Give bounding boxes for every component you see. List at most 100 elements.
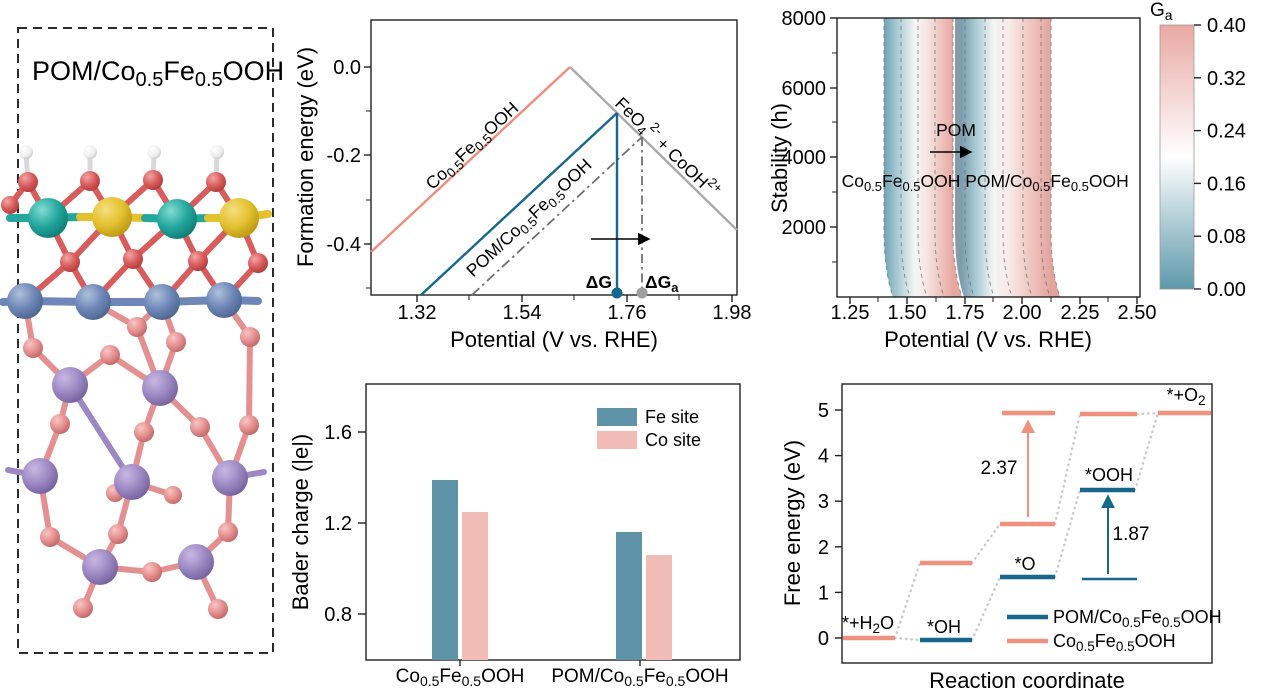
bar-fe-cofeooh <box>432 480 458 660</box>
panel-free-energy: 5 4 3 2 1 0 Reaction coordinate Free ene… <box>780 383 1222 693</box>
colorbar-tick-label: 0.32 <box>1207 68 1246 90</box>
x-axis-title: Potential (V vs. RHE) <box>450 327 658 352</box>
x-tick-label: 1.32 <box>398 302 437 324</box>
colorbar-gradient <box>1159 24 1195 290</box>
y-axis-title: Bader charge (|e|) <box>288 434 313 611</box>
delta-ga-marker <box>636 287 648 299</box>
colorbar: Ga 0.40 0.32 0.24 0.16 0.08 0.00 <box>1150 0 1246 301</box>
y-tick-label: 0.8 <box>324 604 352 626</box>
free-energy-legend: POM/Co0.5Fe0.5OOH Co0.5Fe0.5OOH <box>1007 607 1222 654</box>
y-tick-label: 4000 <box>782 147 827 169</box>
cobalt-atoms <box>28 198 197 239</box>
pom-oxygen-bonds <box>22 297 253 612</box>
y-tick-label: 8000 <box>782 8 827 30</box>
intermediate-label-h2o: *+H2O <box>842 613 894 636</box>
intermediate-label-o: *O <box>1014 554 1035 574</box>
activated-dashdot-line <box>471 136 643 296</box>
y-tick-label: 1.6 <box>324 422 352 444</box>
molecule-atoms <box>1 145 268 619</box>
colorbar-tick-label: 0.16 <box>1207 173 1246 195</box>
x-tick-label: 1.98 <box>713 302 752 324</box>
y-tick-label: 2 <box>818 537 829 559</box>
band-label-pom-cofeooh: POM/Co0.5Fe0.5OOH <box>965 171 1129 194</box>
category-label-cofeooh: Co0.5Fe0.5OOH <box>396 666 525 689</box>
molecule-title: POM/Co0.5Fe0.5OOH <box>32 56 284 91</box>
panel-bader-charge: 1.6 1.2 0.8 Bader charge (|e|) Fe site C… <box>288 383 741 689</box>
panel-formation-energy: 1.32 1.54 1.76 1.98 0.0 -0.2 -0.4 Potent… <box>293 19 752 352</box>
x-tick-label: 2.25 <box>1061 302 1100 324</box>
x-axis-ticks <box>849 297 1138 304</box>
contour-dashed-lines <box>883 18 1061 298</box>
x-tick-label: 2.00 <box>1003 302 1042 324</box>
colorbar-ticks <box>1194 24 1201 290</box>
y-tick-label: 1 <box>818 582 829 604</box>
y-tick-label: -0.4 <box>327 234 361 256</box>
x-tick-label: 1.25 <box>831 302 870 324</box>
intermediate-label-o2: *+O2 <box>1166 385 1205 408</box>
cofeooh-line-label: Co0.5Fe0.5OOH <box>422 98 525 196</box>
dissolution-line <box>569 66 738 231</box>
y-axis-title: Formation energy (eV) <box>293 47 318 267</box>
y-axis-ticks <box>358 431 366 615</box>
x-tick-label: 1.54 <box>503 302 542 324</box>
y-axis-ticks <box>835 409 842 639</box>
bar-legend: Fe site Co site <box>597 407 701 450</box>
delta-g-marker <box>611 287 623 299</box>
colorbar-tick-label: 0.24 <box>1207 121 1246 143</box>
panel-stability-contour: 1.25 1.50 1.75 2.00 2.25 2.50 2000 4000 … <box>767 0 1246 352</box>
legend-label-pom-cofeooh: POM/Co0.5Fe0.5OOH <box>1053 607 1222 630</box>
oxygen-atoms <box>1 170 268 273</box>
contour-band-cofeooh <box>884 18 962 297</box>
legend-label-fe-site: Fe site <box>645 407 699 427</box>
cofeooh-line <box>370 66 571 253</box>
x-tick-label: 1.75 <box>946 302 985 324</box>
legend-swatch-fe-site <box>597 408 637 426</box>
y-tick-label: 0.0 <box>333 57 361 79</box>
pom-annotation: POM <box>936 120 976 140</box>
plot-frame <box>370 19 738 296</box>
contour-band-pom-cofeooh <box>955 18 1060 297</box>
y-tick-label: -0.2 <box>327 145 361 167</box>
y-tick-label: 1.2 <box>324 513 352 535</box>
category-label-pom-cofeooh: POM/Co0.5Fe0.5OOH <box>551 666 728 689</box>
molecule-dashed-box <box>17 27 274 654</box>
iron-atoms <box>92 197 259 238</box>
pom-cofeooh-energy-steps <box>920 487 1137 643</box>
y-axis-ticks <box>830 17 837 263</box>
step-connectors <box>893 411 1160 642</box>
band-label-cofeooh: Co0.5Fe0.5OOH <box>842 171 961 194</box>
colorbar-tick-label: 0.40 <box>1207 15 1246 37</box>
intermediate-label-oh: *OH <box>927 617 961 637</box>
delta-ga-label: ΔGa <box>645 272 679 295</box>
y-tick-label: 5 <box>818 400 829 422</box>
plot-frame <box>365 383 741 661</box>
gap-value-pom: 1.87 <box>1113 524 1150 545</box>
delta-g-label: ΔG <box>586 272 612 292</box>
x-tick-label: 2.50 <box>1118 302 1157 324</box>
y-tick-label: 2000 <box>782 217 827 239</box>
colorbar-title: Ga <box>1150 0 1173 23</box>
x-axis-ticks <box>459 660 641 666</box>
legend-label-co-site: Co site <box>645 430 701 450</box>
x-axis-title: Reaction coordinate <box>929 668 1125 693</box>
gap-value-cofeooh: 2.37 <box>981 458 1018 479</box>
dissolution-line-label: FeO42- + CoOH2+ <box>609 90 726 204</box>
x-tick-label: 1.50 <box>888 302 927 324</box>
pom-cofeooh-line-label: POM/Co0.5Fe0.5OOH <box>462 155 597 283</box>
y-axis-title: Stability (h) <box>767 103 792 213</box>
pom-cofeooh-line <box>420 112 618 296</box>
panel-molecule-structure: POM/Co0.5Fe0.5OOH <box>0 27 284 654</box>
y-tick-label: 6000 <box>782 78 827 100</box>
pom-oxygen-atoms <box>23 317 260 619</box>
legend-swatch-co-site <box>597 431 637 449</box>
bar-fe-pom-cofeooh <box>616 532 642 660</box>
x-axis-ticks <box>416 295 733 302</box>
bar-co-pom-cofeooh <box>646 555 672 660</box>
y-tick-label: 4 <box>818 446 829 468</box>
y-axis-ticks <box>364 66 371 289</box>
pom-metal-atoms <box>22 367 248 585</box>
intermediate-label-ooh: *OOH <box>1085 465 1133 485</box>
bar-co-cofeooh <box>462 512 488 660</box>
